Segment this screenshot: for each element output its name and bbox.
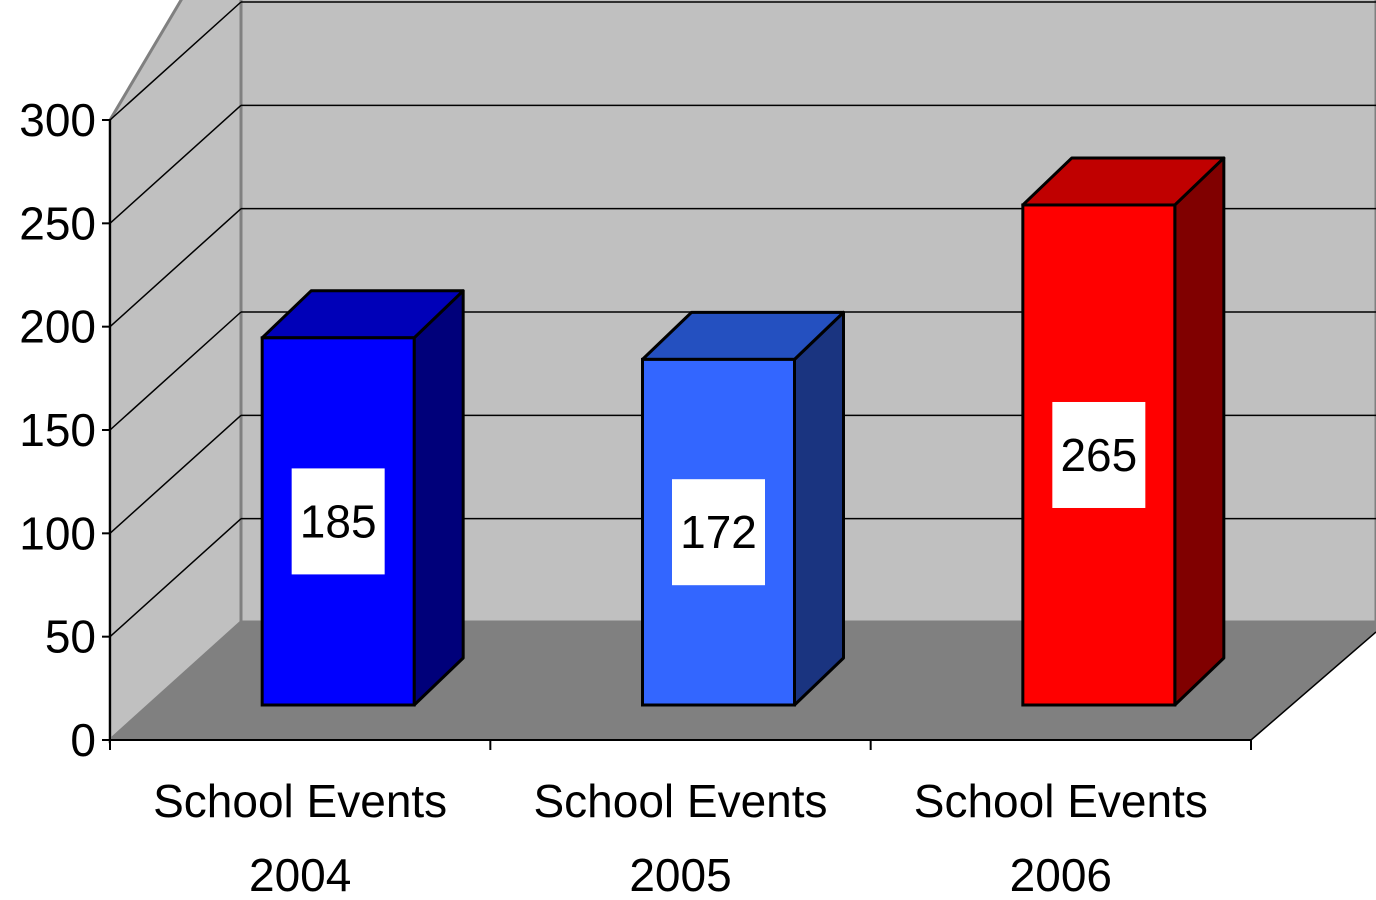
x-tick-label: School Events — [914, 775, 1208, 827]
x-tick-label: 2005 — [629, 849, 731, 900]
x-tick-label: School Events — [153, 775, 447, 827]
y-tick-label: 50 — [45, 611, 96, 663]
y-tick-label: 250 — [19, 197, 96, 249]
y-tick-label: 100 — [19, 507, 96, 559]
x-tick-label: 2006 — [1010, 849, 1112, 900]
data-label: 185 — [300, 495, 377, 547]
x-tick-label: 2004 — [249, 849, 351, 900]
data-label: 265 — [1060, 429, 1137, 481]
gridline-side — [109, 311, 242, 431]
x-tick-label: School Events — [533, 775, 827, 827]
gridline-side — [109, 414, 242, 534]
bar-side — [793, 310, 845, 707]
data-label: 172 — [680, 506, 757, 558]
data-label-box — [672, 479, 765, 586]
y-tick-label: 300 — [19, 94, 96, 146]
bar-side — [412, 289, 465, 707]
y-tick-label: 200 — [19, 301, 96, 353]
gridline-side — [109, 104, 242, 224]
data-label-box — [1052, 401, 1146, 508]
gridline-side — [109, 1, 242, 121]
bar-side — [1173, 156, 1226, 707]
y-tick-label: 150 — [19, 404, 96, 456]
data-label-box — [291, 468, 385, 575]
floor-edge — [1250, 631, 1376, 741]
y-tick-label: 0 — [70, 714, 96, 766]
gridline-side — [109, 518, 242, 638]
gridline-side — [109, 208, 242, 328]
